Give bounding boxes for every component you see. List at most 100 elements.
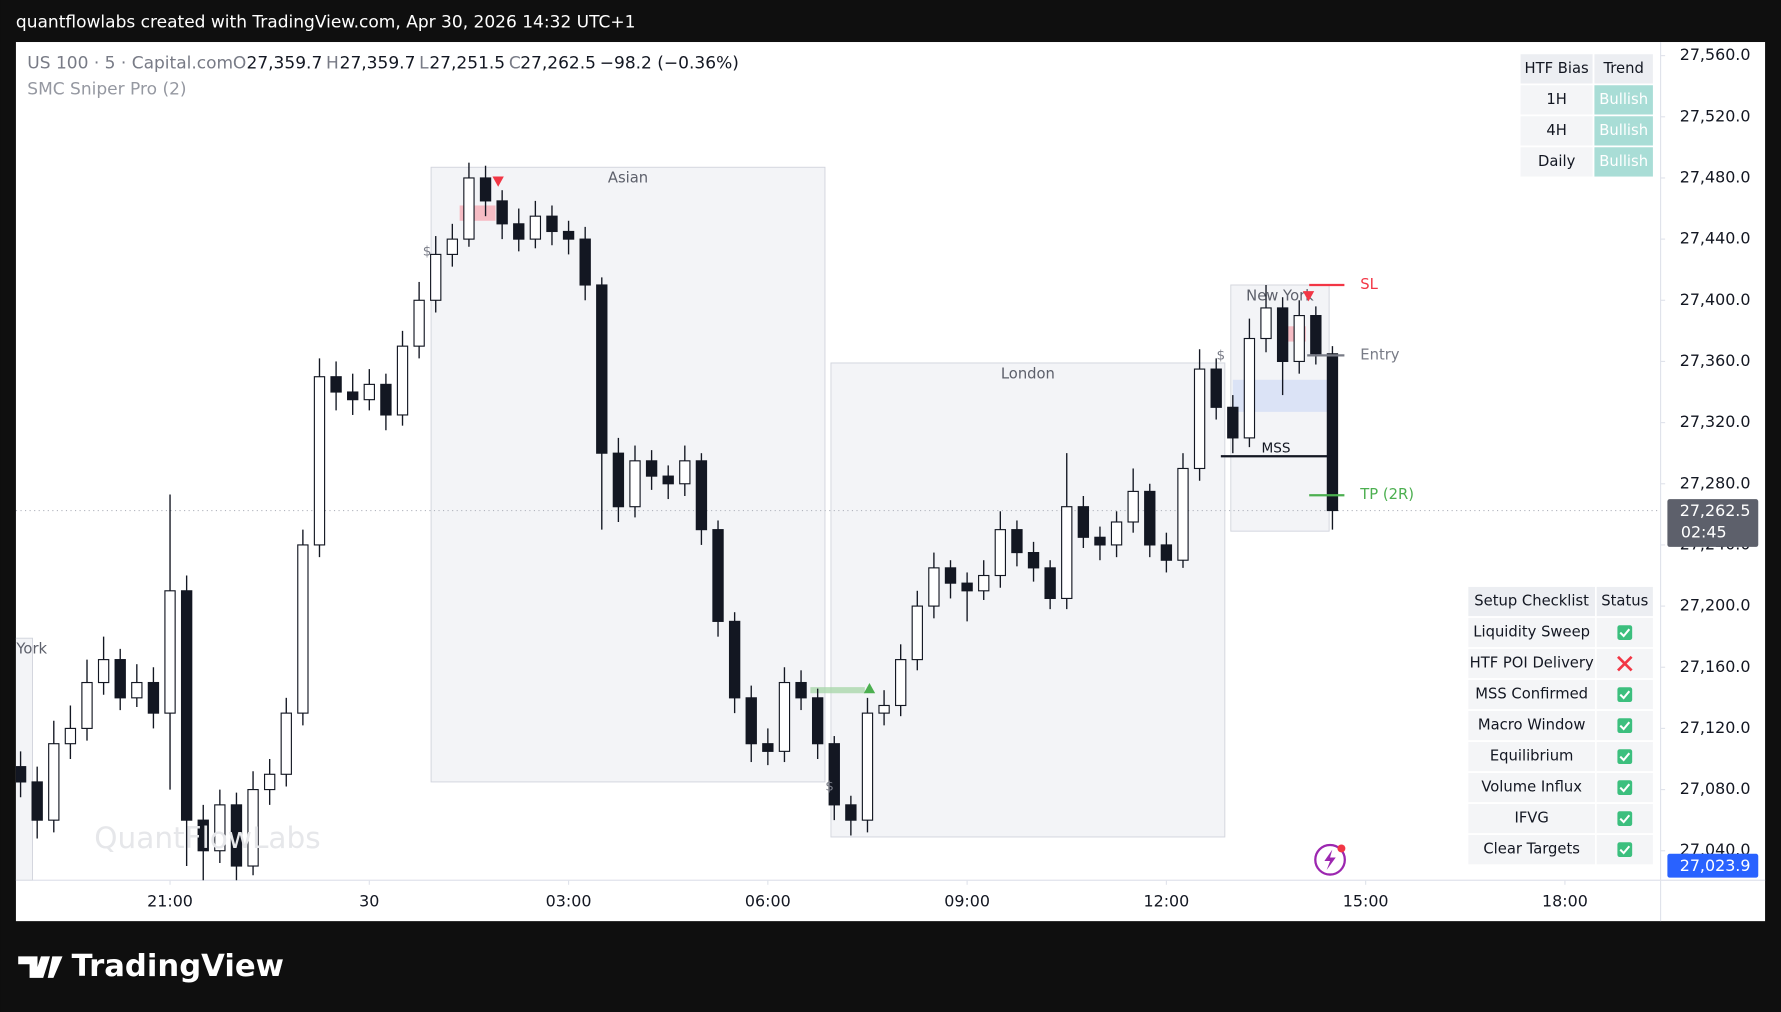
- candle-body: [961, 582, 973, 592]
- signal-marker: [863, 682, 876, 694]
- indicator-name[interactable]: SMC Sniper Pro (2): [27, 80, 186, 100]
- sweep-label: $: [1217, 347, 1226, 363]
- candle-body: [695, 460, 708, 531]
- signal-marker: [492, 176, 504, 187]
- check-icon: [1617, 749, 1633, 764]
- candle-body: [745, 697, 757, 745]
- y-tick-label: 27,280.0: [1680, 473, 1751, 492]
- checklist-item: HTF POI Delivery: [1470, 655, 1594, 672]
- x-tick-label: 09:00: [944, 891, 990, 910]
- y-tick-label: 27,160.0: [1680, 657, 1751, 676]
- candle-body: [131, 681, 143, 699]
- candle-body: [513, 223, 525, 240]
- candle-body: [828, 743, 840, 806]
- candle-body: [878, 704, 890, 714]
- candle-body: [15, 766, 27, 783]
- ohlc-label: O: [233, 54, 246, 74]
- axes: 27,040.027,080.027,120.027,160.027,200.0…: [147, 45, 1759, 910]
- logo-text: TradingView: [72, 949, 284, 984]
- ohlc-value: 27,262.5: [520, 54, 596, 74]
- check-mark: [1619, 690, 1631, 700]
- y-tick-label: 27,560.0: [1680, 45, 1751, 64]
- check-icon: [1617, 718, 1633, 733]
- x-tick-label: 21:00: [147, 891, 193, 910]
- candle-body: [1276, 307, 1289, 363]
- x-tick-label: 06:00: [745, 891, 791, 910]
- signal-marker: [1302, 291, 1315, 302]
- y-tick-label: 27,480.0: [1680, 167, 1751, 186]
- table-header: Setup Checklist: [1474, 593, 1589, 610]
- plot-area: New York Asian London New York $ $ $ SL Entry TP …: [15, 162, 1661, 881]
- candle-body: [81, 681, 93, 729]
- candle-body: [31, 781, 43, 821]
- level-label: TP (2R): [1359, 486, 1414, 503]
- table-header: Trend: [1602, 60, 1643, 77]
- tables: HTF Bias Trend 1H Bullish 4H Bullish Daily Bull…: [1466, 52, 1655, 866]
- candle-body: [247, 789, 259, 867]
- candle-body: [629, 460, 641, 508]
- session-label: New York: [1246, 287, 1314, 304]
- table-cell: [1518, 114, 1595, 148]
- candle-body: [679, 460, 691, 485]
- table-cell: [1466, 833, 1597, 866]
- candle-body: [1160, 544, 1173, 561]
- candle-body: [263, 773, 276, 791]
- overlay: US 100 · 5 · Capital.com O 27,359.7 H 27…: [18, 54, 1346, 984]
- table-cell-text: 4H: [1546, 122, 1566, 139]
- sweep-label: $: [423, 243, 432, 259]
- candle-body: [1110, 521, 1123, 546]
- candle-body: [430, 253, 442, 301]
- checklist-item: Liquidity Sweep: [1473, 624, 1590, 641]
- candle-body: [811, 697, 824, 745]
- table-cell: [1466, 740, 1597, 773]
- symbol: US 100 · 5 · Capital.com: [27, 54, 233, 74]
- last-price-box: [1667, 499, 1759, 547]
- candle-body: [928, 567, 940, 607]
- alert-bolt: [1324, 849, 1336, 871]
- candle-body: [778, 681, 791, 752]
- candle-body: [1027, 552, 1040, 569]
- session-box: [830, 362, 1226, 838]
- candle-body: [662, 475, 674, 485]
- alert-dot: [1337, 844, 1346, 853]
- ohlc-label: H: [326, 54, 339, 74]
- candle-body: [1227, 406, 1239, 439]
- candle-body: [1044, 567, 1056, 600]
- table-cell-text: 1H: [1546, 91, 1566, 108]
- candle-body: [363, 383, 375, 401]
- candle-body: [895, 659, 907, 707]
- candle-body: [1326, 353, 1339, 512]
- y-tick-label: 27,360.0: [1680, 351, 1751, 370]
- candle-body: [795, 681, 807, 699]
- candle-body: [1243, 337, 1256, 439]
- session-label: London: [1001, 365, 1055, 382]
- checklist-item: Clear Targets: [1483, 841, 1580, 858]
- candle-body: [562, 230, 575, 240]
- check-icon: [1617, 625, 1633, 640]
- alert-icon[interactable]: [1314, 843, 1346, 876]
- candle-body: [413, 299, 425, 347]
- table-header: HTF Bias: [1525, 60, 1589, 77]
- candle-body: [330, 376, 342, 393]
- x-tick-label: 18:00: [1542, 891, 1588, 910]
- candle-body: [1210, 368, 1222, 408]
- session-label: Asian: [608, 170, 648, 187]
- candle-body: [164, 590, 176, 714]
- table-cell-text: Bullish: [1599, 122, 1648, 139]
- candle-body: [1077, 506, 1090, 538]
- candle-body: [1260, 307, 1272, 340]
- candle-body: [911, 605, 923, 661]
- candle-body: [1094, 536, 1106, 546]
- check-mark: [1619, 814, 1631, 824]
- sweep-label: $: [825, 779, 834, 795]
- ohlc-label: L: [419, 54, 429, 74]
- ohlc-label: C: [509, 54, 521, 74]
- candle-body: [1177, 467, 1189, 561]
- candle-body: [297, 544, 309, 714]
- table-cell: [1466, 709, 1597, 742]
- checklist-item: IFVG: [1514, 810, 1548, 827]
- candle-body: [230, 804, 243, 867]
- x-tick-label: 03:00: [546, 891, 592, 910]
- y-tick-label: 27,520.0: [1680, 106, 1751, 125]
